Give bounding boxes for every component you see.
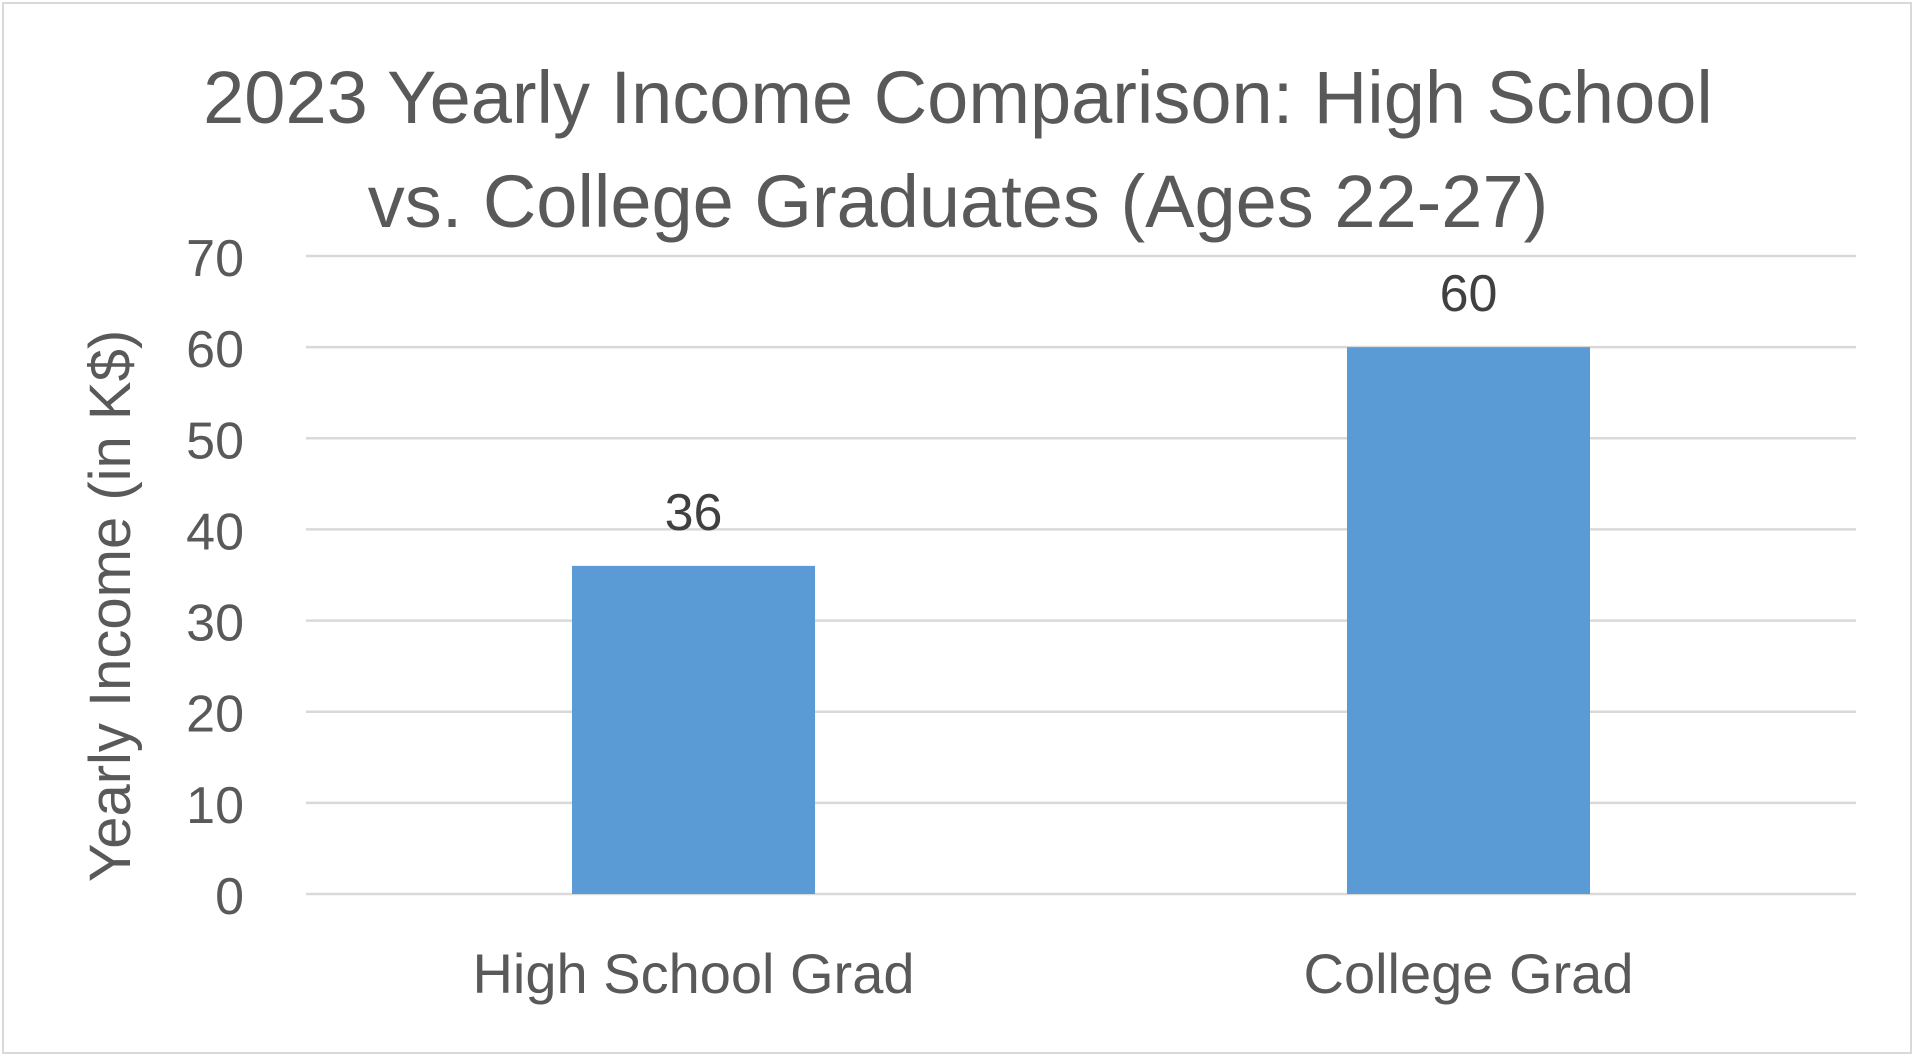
y-tick-label-40: 40 xyxy=(186,503,244,561)
x-tick-label-college-grad: College Grad xyxy=(1304,942,1634,1005)
y-tick-label-10: 10 xyxy=(186,777,244,835)
x-tick-label-high-school-grad: High School Grad xyxy=(472,942,914,1005)
y-axis-label: Yearly Income (in K$) xyxy=(78,330,143,882)
data-label-college-grad: 60 xyxy=(1440,265,1498,323)
bars xyxy=(572,347,1590,895)
data-label-high-school-grad: 36 xyxy=(665,484,723,542)
bar-college-grad xyxy=(1347,347,1590,895)
y-tick-label-0: 0 xyxy=(215,868,244,926)
chart-title: 2023 Yearly Income Comparison: High Scho… xyxy=(203,56,1713,243)
y-tick-label-60: 60 xyxy=(186,321,244,379)
grid-lines xyxy=(306,254,1856,896)
x-axis-category-labels: High School Grad College Grad xyxy=(472,942,1633,1005)
bar-high-school-grad xyxy=(572,565,815,894)
y-tick-label-30: 30 xyxy=(186,595,244,653)
data-labels: 36 60 xyxy=(665,265,1498,542)
y-tick-label-50: 50 xyxy=(186,412,244,470)
y-axis-tick-labels: 0 10 20 30 40 50 60 70 xyxy=(186,230,244,926)
y-tick-label-70: 70 xyxy=(186,230,244,288)
y-tick-label-20: 20 xyxy=(186,686,244,744)
